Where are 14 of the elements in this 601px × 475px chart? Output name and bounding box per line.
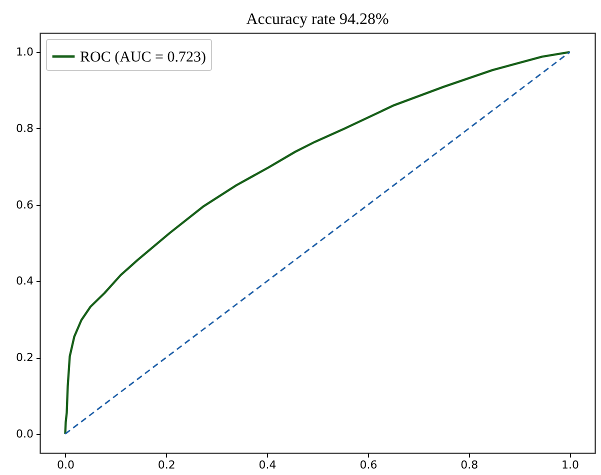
y-tick-label: 0.2 — [16, 351, 34, 364]
x-tick-label: 0.2 — [158, 458, 176, 472]
y-tick-label: 0.8 — [16, 122, 34, 135]
chart-title: Accuracy rate 94.28% — [246, 11, 389, 28]
x-tick-label: 0.6 — [360, 458, 378, 472]
legend-label: ROC (AUC = 0.723) — [80, 50, 206, 66]
x-tick-label: 0.0 — [56, 458, 74, 472]
y-tick-label: 0.0 — [16, 427, 34, 440]
y-tick-label: 0.6 — [16, 198, 34, 212]
x-tick-label: 0.4 — [258, 458, 276, 472]
x-tick-label: 0.8 — [460, 458, 478, 472]
y-tick-label: 1.0 — [16, 46, 34, 59]
x-tick-label: 1.0 — [562, 458, 580, 472]
y-tick-label: 0.4 — [16, 274, 34, 288]
